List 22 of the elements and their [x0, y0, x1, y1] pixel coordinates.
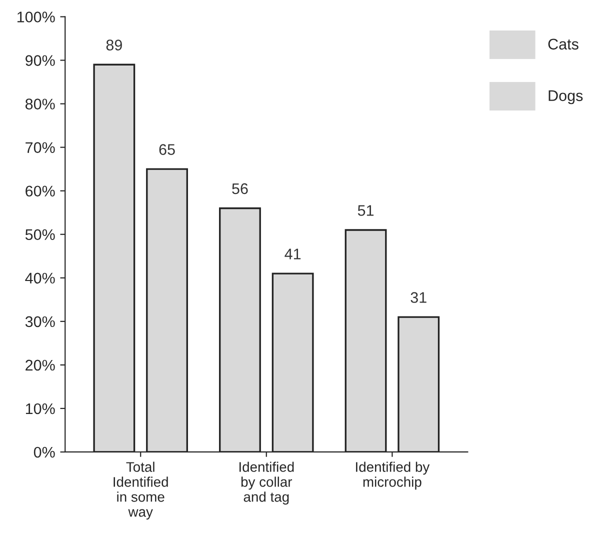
data-label: 41 — [284, 248, 301, 260]
data-label: 31 — [410, 292, 426, 303]
data-label: 65 — [159, 144, 175, 155]
y-tick-label: 80% — [25, 98, 55, 110]
y-tick-label: 70% — [26, 142, 55, 153]
y-tick-label: 50% — [25, 229, 55, 240]
legend-label: Dogs — [548, 90, 583, 104]
y-tick-label: 0% — [34, 446, 55, 458]
data-label: 56 — [232, 183, 248, 194]
y-tick-label: 30% — [25, 316, 55, 328]
data-label: 51 — [358, 205, 374, 216]
y-tick-label: 90% — [26, 55, 55, 66]
x-tick-label: Identified by collar and tag — [240, 462, 294, 505]
legend-label: Cats — [548, 38, 578, 50]
y-tick-label: 60% — [26, 186, 55, 197]
y-tick-label: 10% — [26, 403, 55, 414]
x-tick-label: Total Identified in some way — [114, 462, 168, 520]
y-tick-label: 20% — [26, 360, 55, 371]
y-tick-label: 100% — [17, 12, 55, 22]
x-tick-label: Identified by microchip — [356, 462, 430, 490]
data-label: 89 — [106, 40, 122, 50]
y-tick-label: 40% — [25, 272, 55, 284]
